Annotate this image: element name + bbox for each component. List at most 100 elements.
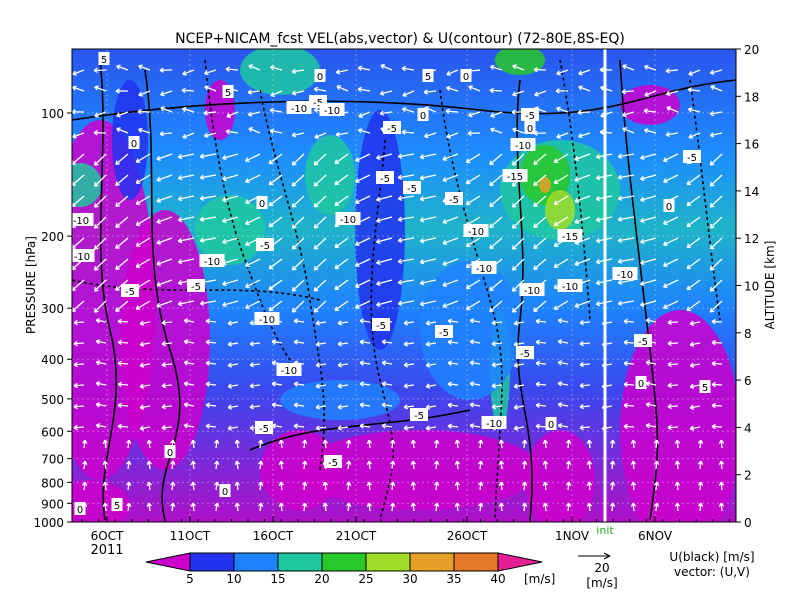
wind-vector [420,300,437,305]
contour-label-box [372,318,390,331]
wind-vector-head [579,340,584,347]
wind-vector [83,481,86,491]
u-contour-line [559,59,591,321]
wind-vector [376,216,393,222]
wind-vector [368,481,371,491]
wind-vector [535,404,547,407]
wind-vector [104,502,107,512]
wind-vector [73,342,85,345]
wind-vector-head [645,423,651,429]
wind-vector [640,300,657,306]
contour-label-box [502,169,528,182]
wind-vector [280,439,283,449]
wind-vector [618,237,635,242]
wind-vector-head [268,264,274,270]
wind-vector [294,383,305,386]
contour-label: -5 [414,411,424,422]
wind-vector [280,460,283,470]
pressure-axis: 100 200 300 400 500 600 700 800 900 1000 [33,107,72,530]
wind-vector-head [199,174,205,180]
contour-label: -5 [407,184,417,195]
wind-vector-head [366,460,373,465]
wind-vector [391,481,394,491]
pressure-tick-label: 100 [41,107,64,121]
wind-vector-head [403,341,408,347]
wind-vector [338,405,349,409]
wind-vector [138,90,151,96]
wind-vector-head [686,222,692,228]
wind-vector [248,127,261,134]
wind-vector-head [389,502,396,507]
wind-vector [115,237,129,249]
wind-vector [135,216,151,226]
wind-vector-head [586,481,593,486]
wind-vector-head [645,402,651,408]
wind-vector-head [644,91,649,97]
wind-vector [665,69,679,72]
wind-vector [709,216,723,229]
wind-vector [259,481,262,491]
contour-label-box [256,196,268,209]
contour-label-box [521,108,539,121]
wind-vector [313,216,327,229]
wind-vector-head [139,341,145,347]
wind-vector-head [555,88,560,94]
wind-vector-head [359,318,365,324]
wind-vector-head [182,106,187,112]
contour-label-box [481,416,507,429]
wind-vector-head [630,439,637,444]
wind-vector-head [640,217,645,224]
wind-vector-head [313,86,319,92]
wind-vector-head [116,127,121,133]
contour-label-box [314,69,326,82]
wind-vector [512,65,525,71]
wind-vector [491,384,503,387]
wind-vector-head [645,360,651,366]
wind-vector-head [397,258,403,264]
wind-vector [94,153,107,166]
wind-vector [533,195,547,207]
wind-vector-head [617,300,623,306]
wind-vector-head [697,481,704,486]
wind-vector [73,363,85,366]
contour-labels: 50 5 05-5-10 -10-50 -500 -10-5-5-5-150-10-50-… [72,52,711,516]
wind-vector-head [359,339,365,345]
wind-vector [420,258,437,263]
wind-vector [553,195,569,205]
wind-vector-head [102,460,108,466]
wind-vector-head [146,439,152,444]
wind-vector-head [345,481,352,486]
wind-vector-head [521,439,528,444]
wind-vector-head [268,159,274,165]
wind-vector [632,502,635,512]
wind-vector [249,342,261,345]
wind-vector [200,300,217,305]
contour-label-box [663,199,675,212]
contour-label: -10 [324,106,340,117]
wind-vector [268,195,283,207]
wind-vector-head [315,383,321,389]
wind-vector [347,439,350,449]
wind-vector [640,195,657,201]
wind-vector [442,216,459,224]
wind-vector [535,341,547,344]
contour-label-box [460,69,472,82]
wind-vector [663,216,679,225]
wind-vector [688,108,701,113]
wind-vector [268,153,283,165]
wind-vector-head [446,133,451,139]
wind-vector-head [578,85,583,91]
contour-label: 0 [638,379,644,390]
wind-vector-head [454,481,461,486]
contour-label-box [219,484,231,497]
wind-vector [447,320,459,323]
wind-vector-head [419,217,425,223]
wind-vector [535,320,547,323]
wind-vector-head [93,130,98,136]
wind-vector-head [205,360,210,366]
wind-vector-head [556,133,561,139]
wind-vector [127,481,130,491]
wind-vector-head [115,160,120,165]
wind-vector-head [146,502,152,507]
wind-vector [711,404,723,407]
